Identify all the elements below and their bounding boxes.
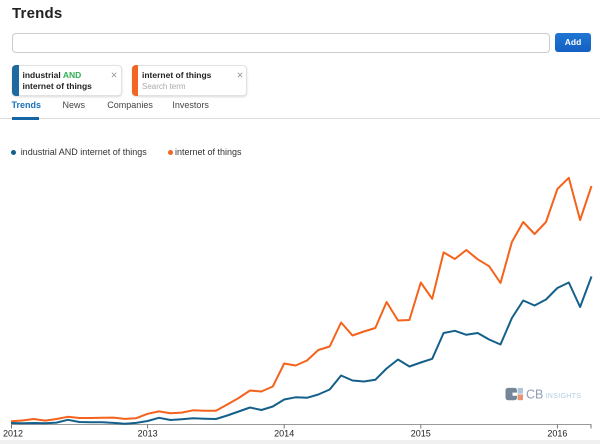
svg-text:INSIGHTS: INSIGHTS	[546, 393, 582, 400]
svg-text:2014: 2014	[274, 429, 294, 439]
svg-text:CB: CB	[526, 387, 543, 401]
svg-text:2015: 2015	[411, 429, 431, 439]
svg-text:2013: 2013	[138, 429, 158, 439]
svg-text:2012: 2012	[3, 429, 23, 439]
svg-text:2016: 2016	[547, 429, 567, 439]
